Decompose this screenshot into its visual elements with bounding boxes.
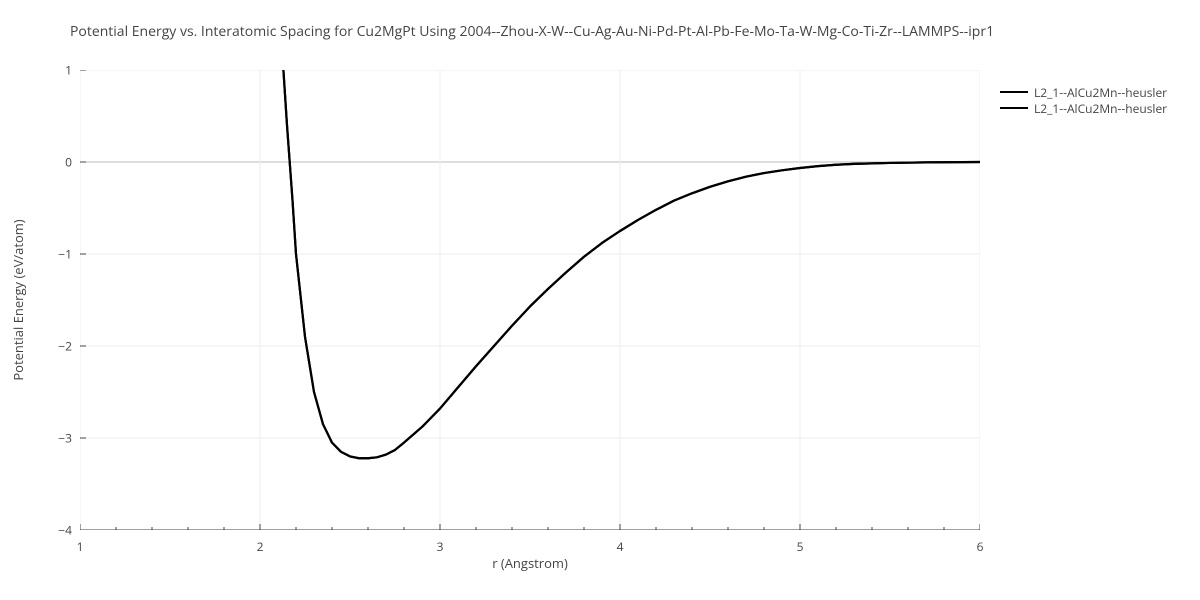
y-tick-label: −3	[42, 430, 72, 447]
x-tick-label: 2	[257, 538, 264, 555]
legend-swatch	[1000, 107, 1028, 109]
legend-label: L2_1--AlCu2Mn--heusler	[1034, 84, 1167, 101]
x-tick-label: 4	[617, 538, 624, 555]
y-tick-label: 1	[42, 62, 72, 79]
plot-area	[80, 70, 980, 530]
y-tick-label: −2	[42, 338, 72, 355]
legend: L2_1--AlCu2Mn--heuslerL2_1--AlCu2Mn--heu…	[1000, 84, 1167, 116]
x-tick-label: 1	[77, 538, 84, 555]
x-tick-label: 5	[797, 538, 804, 555]
chart-container: Potential Energy vs. Interatomic Spacing…	[0, 0, 1200, 600]
series-line-0	[283, 70, 980, 458]
legend-label: L2_1--AlCu2Mn--heusler	[1034, 100, 1167, 117]
legend-item: L2_1--AlCu2Mn--heusler	[1000, 84, 1167, 100]
y-axis-label: Potential Energy (eV/atom)	[9, 219, 27, 380]
legend-item: L2_1--AlCu2Mn--heusler	[1000, 100, 1167, 116]
y-tick-label: −1	[42, 246, 72, 263]
y-tick-label: −4	[42, 522, 72, 539]
x-tick-label: 6	[977, 538, 984, 555]
y-tick-label: 0	[42, 154, 72, 171]
x-tick-label: 3	[437, 538, 444, 555]
series-line-1	[283, 70, 980, 458]
x-axis-label: r (Angstrom)	[80, 554, 980, 572]
chart-title: Potential Energy vs. Interatomic Spacing…	[60, 22, 1140, 41]
legend-swatch	[1000, 91, 1028, 93]
